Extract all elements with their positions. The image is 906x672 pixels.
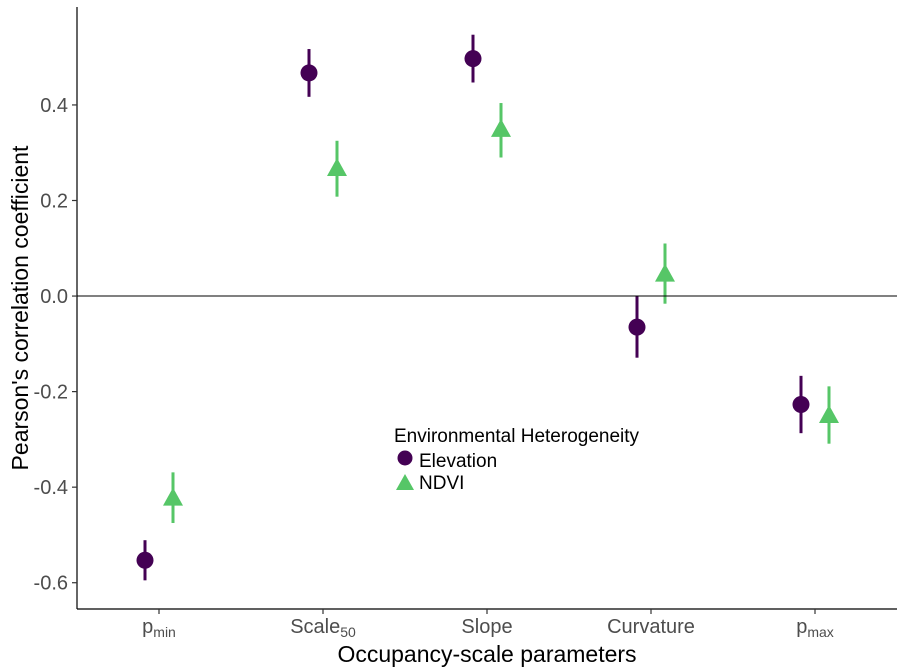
chart-marks — [136, 34, 839, 581]
chart-axes: -0.6 -0.4 -0.2 0.0 0.2 0.4 pmin Scale50 Slope Cur… — [34, 7, 897, 640]
legend-title: Environmental Heterogeneity — [394, 426, 640, 447]
point-ndvi — [163, 487, 183, 506]
x-tick-label: Scale50 — [290, 616, 356, 640]
y-tick-label: 0.2 — [40, 191, 68, 213]
y-tick-label: -0.6 — [34, 573, 68, 595]
legend-marker-elevation — [397, 450, 413, 466]
y-tick-label: -0.2 — [34, 382, 68, 404]
y-tick-label: 0.4 — [40, 95, 68, 117]
legend-label-elevation: Elevation — [419, 451, 497, 472]
x-tick-label: pmin — [142, 616, 176, 640]
point-elevation — [300, 64, 318, 82]
point-elevation — [628, 318, 646, 336]
x-tick-label: pmax — [796, 616, 834, 640]
legend: Environmental Heterogeneity Elevation ND… — [394, 426, 640, 494]
y-axis-title: Pearson's correlation coefficient — [7, 145, 33, 470]
point-ndvi — [655, 263, 675, 282]
point-ndvi — [819, 405, 839, 424]
legend-label-ndvi: NDVI — [419, 473, 464, 494]
point-elevation — [136, 551, 154, 569]
point-elevation — [792, 396, 810, 414]
point-ndvi — [491, 118, 511, 137]
y-tick-label: 0.0 — [40, 286, 68, 308]
x-tick-label: Curvature — [607, 616, 695, 638]
point-elevation — [464, 50, 482, 68]
legend-marker-ndvi — [396, 474, 414, 490]
x-axis-title: Occupancy-scale parameters — [337, 641, 636, 667]
point-ndvi — [327, 158, 347, 177]
y-tick-label: -0.4 — [34, 477, 68, 499]
x-tick-label: Slope — [461, 616, 512, 638]
